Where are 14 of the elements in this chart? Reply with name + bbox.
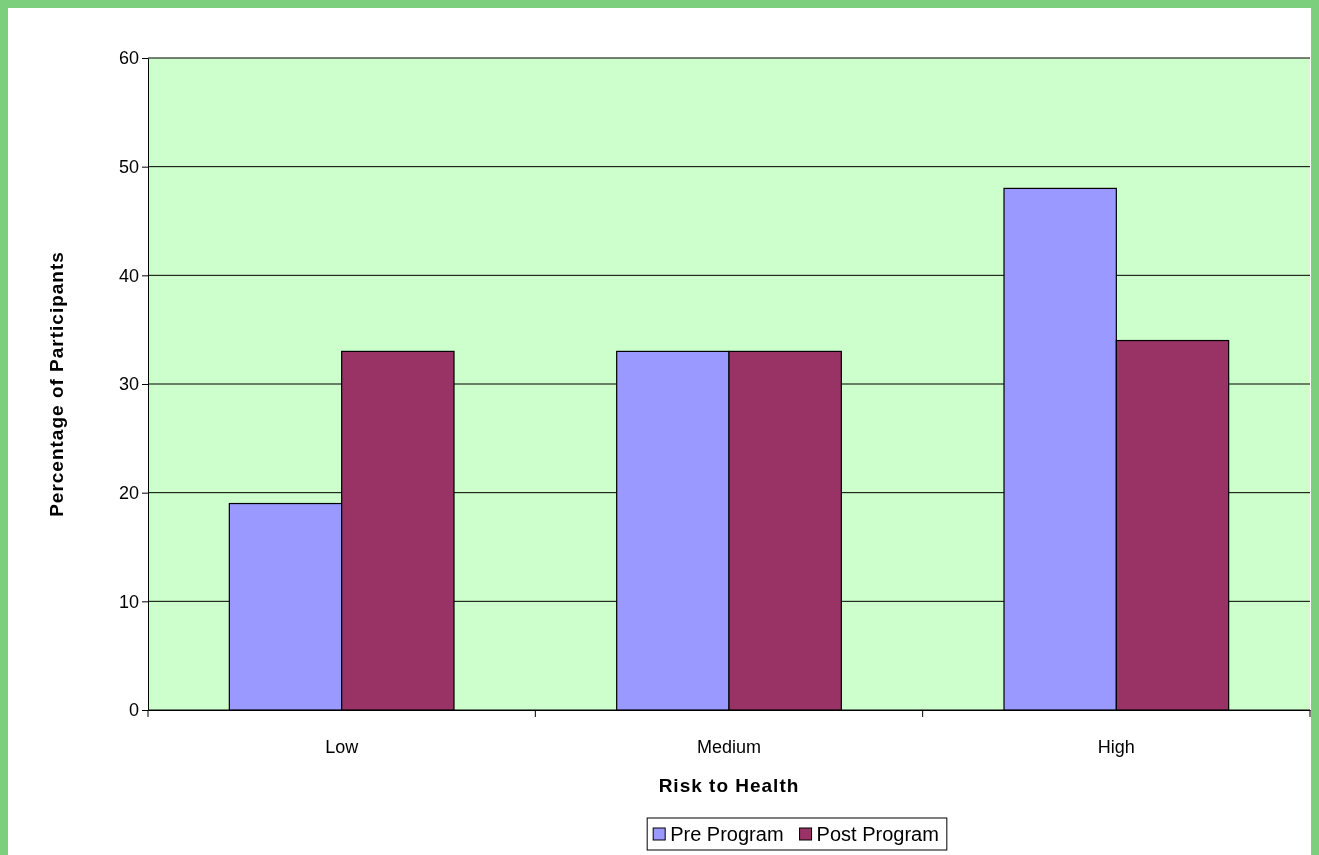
x-tick-label: Low (325, 736, 360, 757)
y-tick-label: 50 (118, 156, 139, 177)
legend-label: Post Program (816, 823, 939, 845)
x-axis-title: Risk to Health (658, 775, 800, 796)
y-axis-title: Percentage of Participants (46, 251, 67, 517)
y-tick-label: 10 (118, 591, 139, 612)
x-tick-label: High (1097, 736, 1135, 757)
y-tick-label: 40 (118, 265, 139, 286)
y-tick-label: 60 (118, 48, 139, 69)
y-tick-label: 0 (128, 700, 139, 721)
y-tick-label: 20 (118, 482, 139, 503)
x-tick-label: Medium (696, 736, 762, 757)
y-tick-label: 30 (118, 374, 139, 395)
legend-label: Pre Program (670, 823, 784, 845)
